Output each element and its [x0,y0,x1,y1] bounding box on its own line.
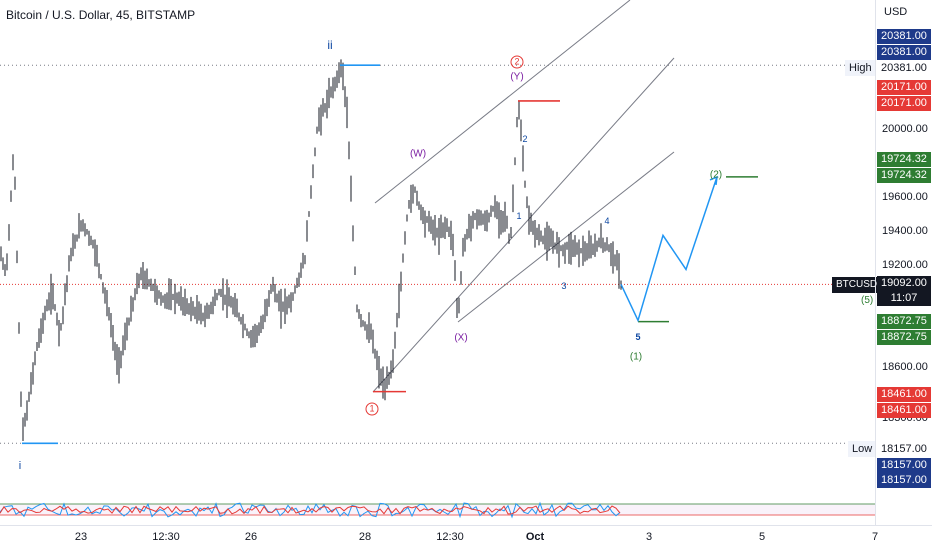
time-label-oct: Oct [525,531,545,543]
trend-channel[interactable] [372,0,675,393]
price-bars [0,59,622,442]
time-label-1230b: 12:30 [436,531,464,543]
time-label-5: 5 [758,531,766,543]
low-label: Low [848,441,877,457]
time-label-26: 26 [244,531,258,543]
price-tick-label: 19600.00 [882,191,928,203]
last-price-tag: 19092.00 [877,276,931,291]
price-tick-label: 20000.00 [882,123,928,135]
time-label-1230a: 12:30 [152,531,180,543]
time-label-3: 3 [645,531,653,543]
price-chart-svg[interactable] [0,0,875,495]
symbol-title[interactable]: Bitcoin / U.S. Dollar, 45, BITSTAMP [6,8,196,22]
subwave-label-3: 3 [561,281,567,291]
price-tick-label: 19200.00 [882,259,928,271]
wave-label-ii: ii [327,38,333,52]
price-chart-area[interactable]: Bitcoin / U.S. Dollar, 45, BITSTAMP i ii… [0,0,882,495]
price-axis[interactable]: USD 20000.00 19600.00 19400.00 19200.00 1860… [875,0,932,525]
channel-line [372,57,675,393]
time-label-7: 7 [871,531,879,543]
low-tag-b: 18157.00 [877,458,931,473]
symbol-price-label[interactable]: BTCUSD [832,277,882,293]
subwave-label-5: 5 [635,332,641,342]
green-tag-b: 19724.32 [877,168,931,183]
channel-line [374,0,631,204]
oscillator-fast-line [0,501,621,519]
wave-label-i: i [18,460,22,472]
red-tag-b: 20171.00 [877,96,931,111]
subwave-label-4: 4 [604,216,610,226]
subwave-label-2: 2 [522,134,528,144]
projection-arrowhead [709,175,718,186]
oscillator-slow-line [0,505,621,515]
oscillator-band [0,504,875,515]
price-tick-label: 18600.00 [882,361,928,373]
wave-label-circled-2: 2 [510,55,524,69]
wave-label-paren-1: (1) [629,351,643,363]
wave-level-lines[interactable] [22,64,758,445]
price-tick-label: 19400.00 [882,225,928,237]
wave-5-label: (5) [861,295,874,306]
currency-label: USD [884,6,908,18]
subwave-label-1: 1 [516,211,522,221]
low-tag-c: 18157.00 [877,473,931,488]
red-tag-a: 20171.00 [877,80,931,95]
target-tag-a: 18872.75 [877,314,931,329]
low-tag-a: 18157.00 [877,442,931,457]
high-tag-b: 20381.00 [877,45,931,60]
time-label-28: 28 [358,531,372,543]
channel-line [457,151,675,323]
high-tag-a: 20381.00 [877,29,931,44]
high-label: High [845,60,876,76]
red-low-tag-b: 18461.00 [877,403,931,418]
time-label-23: 23 [74,531,88,543]
wave-label-W: (W) [409,148,427,160]
oscillator-svg [0,501,875,519]
countdown-tag: 11:07 [877,291,931,306]
wave-label-circled-1: 1 [365,402,379,416]
oscillator-pane[interactable] [0,495,875,525]
wave-label-paren-2: (2) [709,169,723,181]
green-tag-a: 19724.32 [877,152,931,167]
time-axis[interactable]: 23 12:30 26 28 12:30 Oct 3 5 7 [0,525,932,551]
red-low-tag-a: 18461.00 [877,387,931,402]
wave-label-X: (X) [454,332,468,344]
target-tag-b: 18872.75 [877,330,931,345]
wave-label-Y: (Y) [510,71,524,83]
high-tag-c: 20381.00 [877,61,931,76]
projection-path[interactable] [620,176,718,323]
